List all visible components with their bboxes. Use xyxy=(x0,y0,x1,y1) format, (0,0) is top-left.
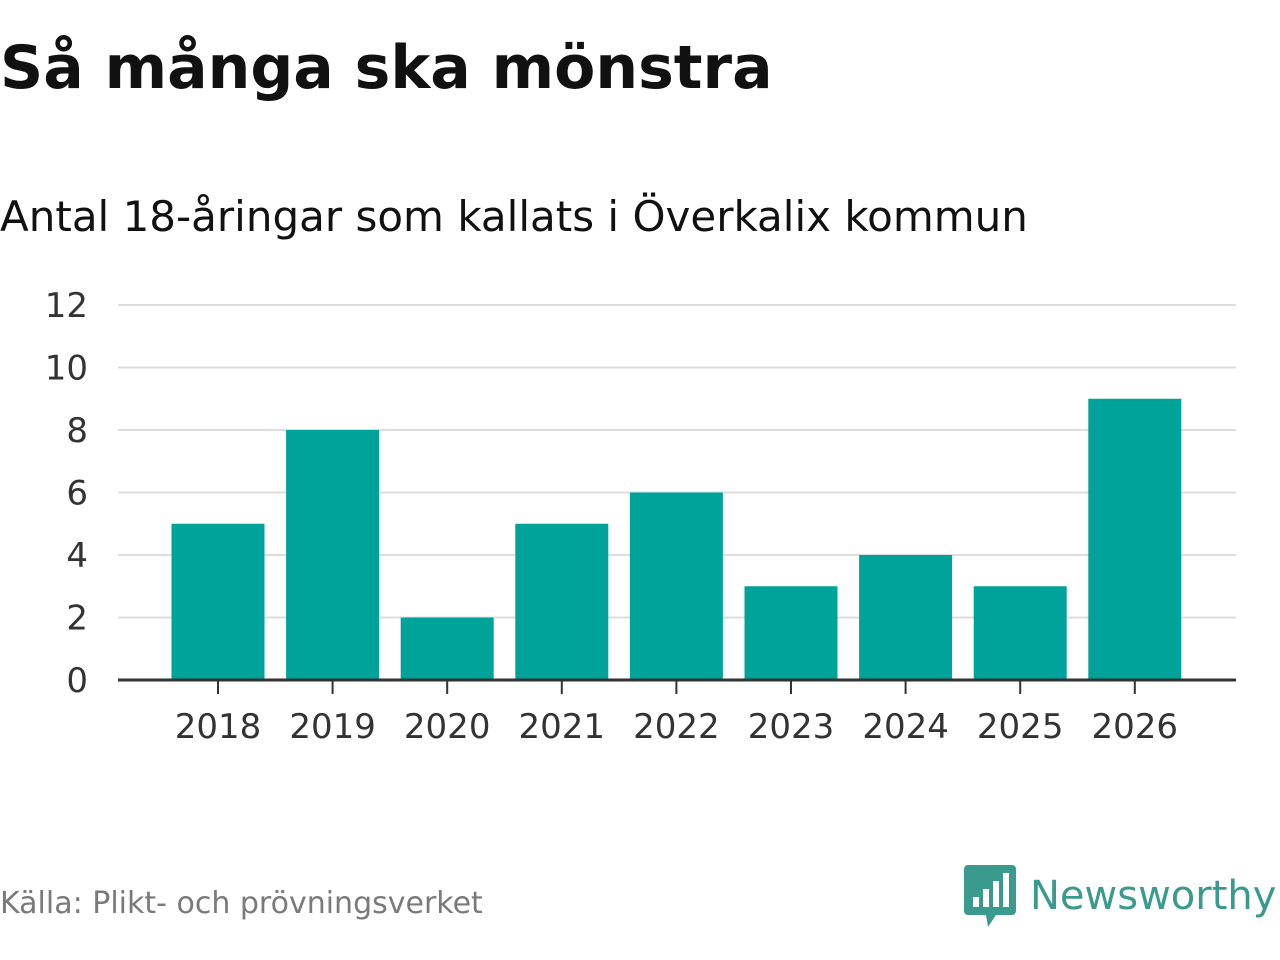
bar-2022 xyxy=(629,492,723,680)
y-tick-label: 6 xyxy=(66,474,88,514)
chart-title: Så många ska mönstra xyxy=(0,33,773,103)
x-tick-label: 2024 xyxy=(862,707,949,747)
brand-logo[interactable]: Newsworthy xyxy=(964,864,1276,928)
chart-subtitle: Antal 18-åringar som kallats i Överkalix… xyxy=(0,192,1028,241)
x-tick-label: 2020 xyxy=(404,707,491,747)
bar-2019 xyxy=(286,430,380,680)
y-tick-label: 12 xyxy=(45,286,88,326)
bar-2026 xyxy=(1088,398,1182,680)
bar-chart-speech-bubble-icon xyxy=(964,865,1016,927)
y-tick-label: 4 xyxy=(66,536,88,576)
x-tick-label: 2026 xyxy=(1092,707,1179,747)
bar-2021 xyxy=(515,523,609,680)
x-tick-label: 2018 xyxy=(175,707,262,747)
y-tick-label: 10 xyxy=(45,349,88,389)
bar-2024 xyxy=(859,555,953,680)
x-axis-ticks: 2018 2019 2020 2021 2022 2023 2024 2025 2026 xyxy=(175,680,1178,747)
x-tick-label: 2025 xyxy=(977,707,1064,747)
bar-2018 xyxy=(171,523,265,680)
y-tick-label: 0 xyxy=(66,661,88,701)
x-tick-label: 2023 xyxy=(748,707,835,747)
y-axis-ticks: 0 2 4 6 8 10 12 xyxy=(45,286,88,701)
brand-name: Newsworthy xyxy=(1030,873,1277,919)
y-tick-label: 2 xyxy=(66,599,88,639)
source-note: Källa: Plikt- och prövningsverket xyxy=(0,886,483,921)
y-tick-label: 8 xyxy=(66,411,88,451)
bar-2023 xyxy=(744,586,838,680)
x-tick-label: 2021 xyxy=(519,707,606,747)
x-tick-label: 2019 xyxy=(289,707,376,747)
bar-2020 xyxy=(400,617,494,680)
bars xyxy=(171,398,1182,680)
bar-2025 xyxy=(973,586,1067,680)
x-tick-label: 2022 xyxy=(633,707,720,747)
